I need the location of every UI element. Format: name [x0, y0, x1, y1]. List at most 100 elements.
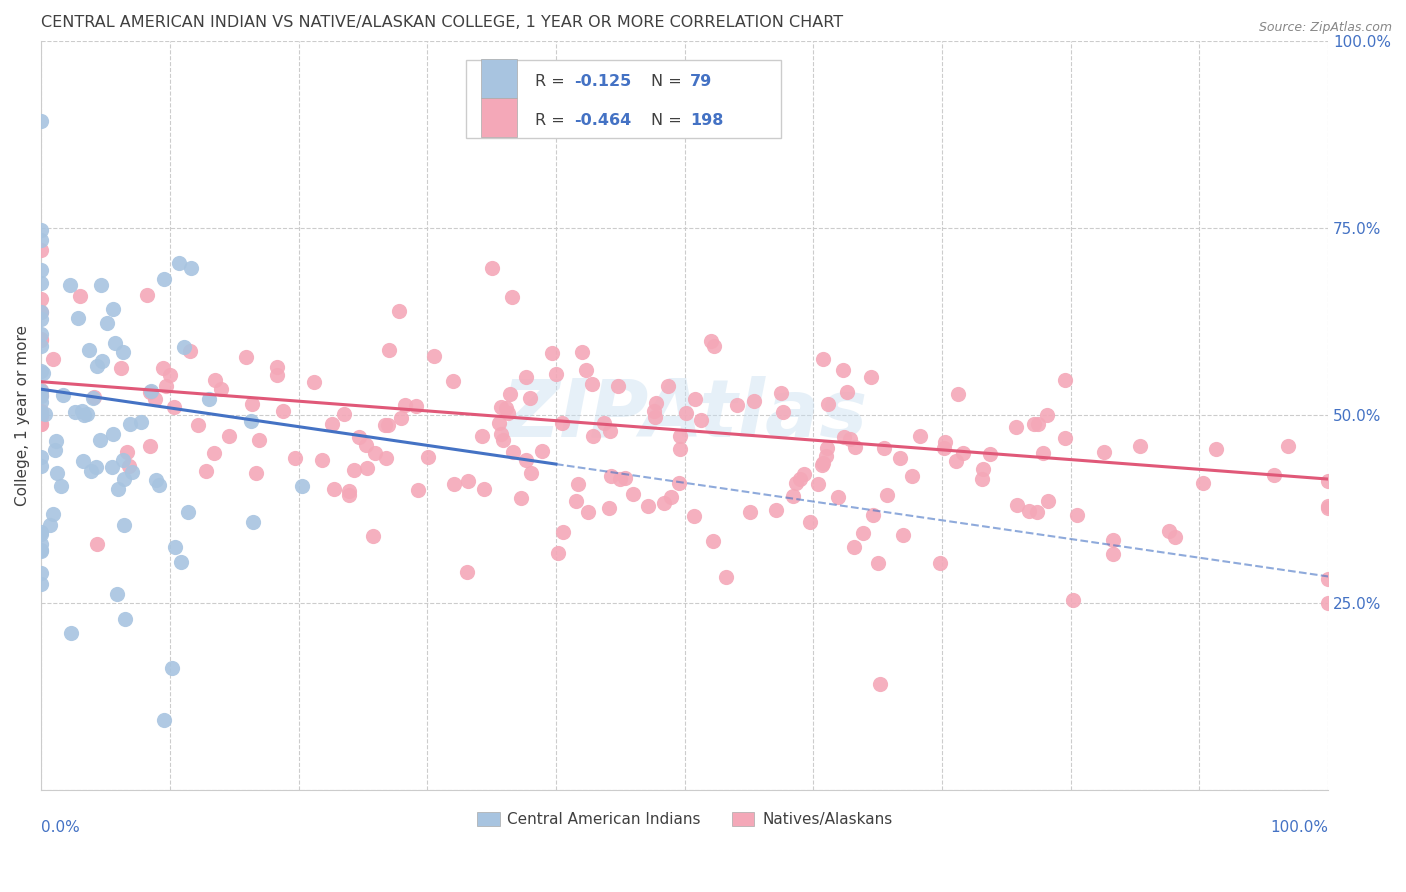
Point [148, 477, 170, 491]
Text: R =: R = [536, 113, 571, 128]
Point [832, 363, 855, 377]
Point [52, 388, 75, 402]
Point [245, 467, 267, 481]
Point [742, 394, 765, 409]
Point [842, 540, 865, 554]
Point [441, 374, 464, 388]
Point [699, 334, 721, 349]
Point [499, 386, 522, 401]
Text: -0.125: -0.125 [574, 74, 631, 89]
Point [364, 446, 387, 460]
Point [799, 515, 821, 529]
Point [30, 417, 52, 431]
Point [80, 464, 103, 478]
Point [567, 477, 589, 491]
Point [337, 488, 360, 502]
Point [702, 533, 724, 548]
Point [810, 458, 832, 472]
Point [659, 490, 682, 504]
Point [838, 432, 860, 446]
Point [644, 409, 666, 424]
Point [138, 439, 160, 453]
Point [239, 414, 262, 428]
Point [153, 714, 176, 728]
Point [30, 292, 52, 306]
Point [952, 446, 974, 460]
Point [1092, 445, 1115, 459]
Point [30, 384, 52, 399]
Point [598, 500, 620, 515]
Point [837, 385, 859, 400]
Point [979, 447, 1001, 461]
Point [607, 379, 630, 393]
Y-axis label: College, 1 year or more: College, 1 year or more [15, 325, 30, 506]
Point [637, 499, 659, 513]
Point [934, 434, 956, 449]
Point [609, 472, 631, 486]
Point [948, 386, 970, 401]
Point [501, 289, 523, 303]
Point [772, 405, 794, 419]
Point [491, 400, 513, 414]
Text: Source: ZipAtlas.com: Source: ZipAtlas.com [1258, 21, 1392, 34]
Point [1129, 439, 1152, 453]
Point [1317, 499, 1340, 513]
Point [118, 417, 141, 432]
Point [198, 392, 221, 406]
Point [416, 450, 439, 464]
Point [135, 288, 157, 302]
Point [115, 445, 138, 459]
Point [391, 411, 413, 425]
Point [972, 462, 994, 476]
Point [1032, 446, 1054, 460]
Point [45, 466, 67, 480]
Point [30, 450, 52, 465]
Point [60, 626, 83, 640]
Point [204, 372, 226, 386]
Point [96, 316, 118, 330]
Point [30, 404, 52, 418]
Point [574, 363, 596, 377]
Point [1192, 475, 1215, 490]
Point [408, 483, 430, 497]
Point [30, 388, 52, 402]
Point [111, 453, 134, 467]
Point [72, 454, 94, 468]
Point [547, 546, 569, 560]
Point [645, 396, 668, 410]
Point [266, 368, 288, 382]
Text: N =: N = [651, 74, 688, 89]
Point [89, 433, 111, 447]
Point [1164, 530, 1187, 544]
Point [814, 449, 837, 463]
Point [107, 482, 129, 496]
Point [509, 491, 531, 505]
Point [159, 368, 181, 382]
Point [284, 451, 307, 466]
Point [1018, 504, 1040, 518]
Point [852, 525, 875, 540]
Point [581, 376, 603, 391]
Point [928, 557, 950, 571]
Point [1026, 417, 1049, 431]
Point [162, 661, 184, 675]
Point [599, 424, 621, 438]
Point [179, 343, 201, 358]
Point [571, 345, 593, 359]
Point [180, 260, 202, 275]
FancyBboxPatch shape [481, 59, 517, 98]
Point [859, 370, 882, 384]
Point [143, 392, 166, 406]
Point [153, 272, 176, 286]
Point [457, 474, 479, 488]
Point [84, 459, 107, 474]
Point [668, 428, 690, 442]
Point [30, 406, 52, 420]
Legend: Central American Indians, Natives/Alaskans: Central American Indians, Natives/Alaska… [470, 805, 900, 835]
Point [377, 418, 399, 433]
Point [90, 277, 112, 292]
Point [1317, 500, 1340, 515]
Point [112, 517, 135, 532]
Point [827, 490, 849, 504]
Point [1025, 505, 1047, 519]
